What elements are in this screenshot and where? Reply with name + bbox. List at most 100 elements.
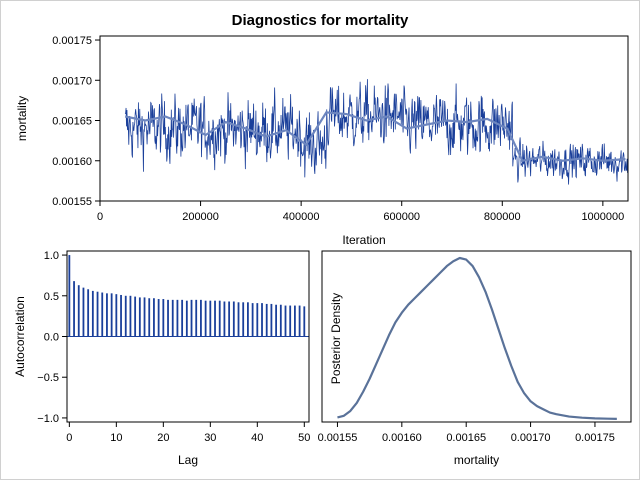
- acf-y-tick-label: −0.5: [37, 372, 59, 384]
- acf-bar: [284, 305, 287, 337]
- acf-bar: [200, 299, 202, 337]
- trace-x-tick-label: 0: [97, 211, 103, 223]
- acf-bar: [298, 305, 301, 337]
- acf-y-label: Autocorrelation: [13, 296, 27, 377]
- acf-bar: [294, 305, 296, 337]
- density-x-tick-label: 0.00160: [382, 432, 422, 444]
- trace-x-tick-label: 400000: [283, 211, 320, 223]
- density-x-tick-label: 0.00170: [511, 432, 551, 444]
- acf-y-tick-label: 0.0: [44, 332, 59, 344]
- acf-bar: [256, 303, 259, 337]
- acf-panel: −1.0 −0.5 0.0 0.5 1.0 0 10 20 30 40 50 Lag Autoco…: [13, 250, 310, 467]
- density-plot-frame: [321, 250, 632, 423]
- trace-x-tick-label: 600000: [383, 211, 420, 223]
- acf-bar: [265, 303, 268, 337]
- acf-x-tick-label: 30: [204, 432, 216, 444]
- acf-bar: [153, 298, 155, 337]
- acf-bar: [237, 302, 240, 337]
- density-curve: [337, 256, 617, 420]
- acf-bar: [289, 305, 292, 337]
- trace-y-tick-label: 0.00175: [52, 35, 92, 47]
- trace-y-tick-label: 0.00155: [52, 196, 92, 208]
- acf-bar: [101, 292, 104, 337]
- acf-bar: [275, 304, 278, 337]
- acf-bar: [110, 293, 113, 337]
- density-y-label: Posterior Density: [329, 293, 343, 384]
- acf-bar: [195, 299, 198, 337]
- acf-bar: [115, 294, 118, 337]
- acf-bar: [214, 300, 216, 337]
- acf-bar: [261, 303, 263, 337]
- density-x-axis: 0.00155 0.00160 0.00165 0.00170 0.00175: [318, 422, 615, 444]
- acf-bar: [138, 297, 141, 337]
- acf-bar: [96, 291, 99, 337]
- acf-bar: [223, 301, 226, 337]
- acf-bar: [204, 300, 207, 337]
- density-x-label: mortality: [454, 453, 499, 467]
- trace-y-label: mortality: [15, 96, 29, 141]
- trace-panel: 0.00155 0.00160 0.00165 0.00170 0.00175 0 200…: [15, 35, 629, 247]
- acf-bar: [129, 295, 132, 337]
- acf-y-tick-label: −1.0: [37, 413, 59, 425]
- acf-bar: [87, 289, 90, 337]
- acf-bar: [82, 287, 85, 337]
- trace-smooth-line: [124, 111, 626, 163]
- acf-bar: [162, 299, 165, 337]
- acf-bar: [91, 290, 94, 337]
- acf-bar: [143, 297, 146, 337]
- acf-bar: [209, 300, 212, 337]
- trace-x-label: Iteration: [342, 233, 385, 247]
- acf-bar: [242, 302, 245, 337]
- acf-x-tick-label: 40: [251, 432, 263, 444]
- acf-bar: [190, 299, 193, 337]
- acf-bar: [185, 300, 188, 337]
- acf-bar: [171, 299, 174, 337]
- trace-y-tick-label: 0.00160: [52, 156, 92, 168]
- acf-y-tick-label: 0.5: [44, 291, 59, 303]
- acf-bar: [228, 301, 231, 337]
- acf-bar: [134, 296, 137, 337]
- acf-bar: [176, 299, 179, 337]
- acf-bar: [120, 294, 122, 337]
- acf-y-tick-label: 1.0: [44, 250, 59, 262]
- density-x-tick-label: 0.00165: [446, 432, 486, 444]
- acf-bar: [157, 299, 160, 337]
- trace-y-tick-label: 0.00165: [52, 116, 92, 128]
- figure-title: Diagnostics for mortality: [232, 12, 409, 29]
- acf-bar: [124, 295, 127, 337]
- acf-bar: [251, 303, 254, 337]
- acf-bar: [73, 281, 75, 337]
- acf-bars: [67, 255, 309, 337]
- acf-x-tick-label: 20: [157, 432, 169, 444]
- acf-bar: [148, 298, 151, 337]
- density-panel: 0.00155 0.00160 0.00165 0.00170 0.00175 mort…: [318, 250, 632, 467]
- trace-x-axis: 0 200000 400000 600000 800000 1000000: [97, 201, 624, 223]
- trace-y-axis: 0.00155 0.00160 0.00165 0.00170 0.00175: [52, 35, 100, 208]
- acf-y-axis: −1.0 −0.5 0.0 0.5 1.0: [37, 250, 67, 425]
- acf-x-tick-label: 0: [66, 432, 72, 444]
- trace-plot-frame: [99, 35, 629, 202]
- acf-bar: [106, 293, 108, 337]
- acf-bar: [232, 301, 235, 337]
- trace-x-tick-label: 1000000: [581, 211, 624, 223]
- acf-bar: [167, 299, 169, 337]
- acf-x-tick-label: 10: [110, 432, 122, 444]
- trace-x-tick-label: 800000: [484, 211, 521, 223]
- trace-y-tick-label: 0.00170: [52, 75, 92, 87]
- acf-bar: [181, 299, 184, 337]
- acf-bar: [303, 306, 306, 337]
- acf-x-label: Lag: [178, 453, 198, 467]
- trace-x-tick-label: 200000: [182, 211, 219, 223]
- density-x-tick-label: 0.00175: [575, 432, 615, 444]
- acf-x-axis: 0 10 20 30 40 50: [66, 422, 310, 444]
- acf-bar: [270, 303, 273, 337]
- acf-bar: [279, 304, 282, 337]
- acf-bar: [247, 302, 249, 337]
- acf-bar: [218, 300, 221, 337]
- density-x-tick-label: 0.00155: [318, 432, 358, 444]
- acf-bar: [68, 255, 71, 337]
- acf-bar: [77, 285, 80, 337]
